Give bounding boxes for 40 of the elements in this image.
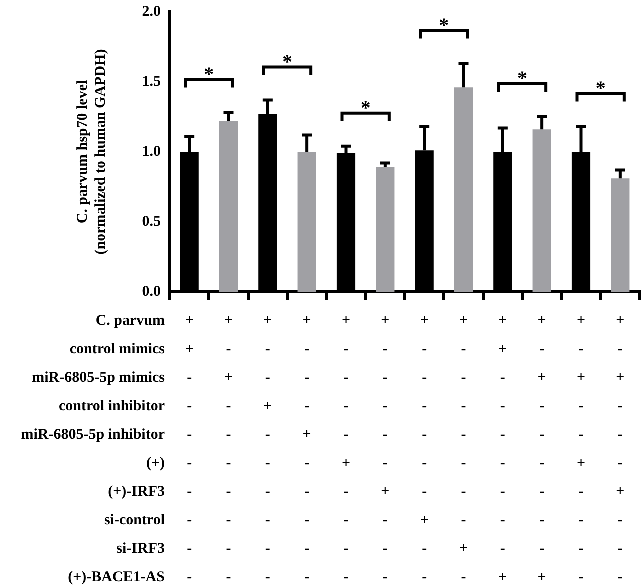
- annotation: *: [204, 64, 214, 86]
- y-tick-label: 2.0: [142, 4, 161, 20]
- annotation: *: [439, 14, 450, 37]
- annotation: *: [518, 68, 528, 90]
- text: (+)-BACE1-AS: [68, 569, 165, 586]
- bar: [532, 130, 552, 292]
- category-label: + + - - - - - - - -: [185, 312, 194, 586]
- category-label: + - - - - - - + - -: [420, 312, 429, 586]
- text: control inhibitor: [59, 398, 166, 414]
- y-axis-title: C. parvum hsp70 level (normalized to human GAPDH): [74, 49, 109, 255]
- bar: [219, 121, 238, 292]
- text: C. parvum: [96, 312, 166, 329]
- category-label: + - + - - - + - - -: [616, 312, 625, 586]
- text: si-IRF3: [116, 540, 165, 557]
- category-label: + - + - - - - - - -: [224, 312, 234, 586]
- category-label: + - - - - - + - - -: [381, 312, 390, 586]
- y-tick-label: 1.0: [142, 144, 161, 160]
- annotation: *: [596, 78, 606, 100]
- bar: [454, 88, 474, 292]
- annotation: *: [360, 98, 371, 120]
- category-label: + - - - - + - - - -: [342, 312, 351, 586]
- text: (+)-IRF3: [108, 484, 165, 500]
- category-label: + - - - + - - - - -: [302, 312, 312, 586]
- bar: [376, 167, 395, 292]
- category-label: + - + - - - - - - +: [538, 312, 546, 586]
- y-tick-label: 0.0: [142, 284, 161, 300]
- bar: [611, 178, 630, 292]
- category-label: + - + - - + - - - -: [576, 312, 586, 586]
- text: miR-6805-5p mimics: [32, 370, 166, 386]
- category-label: + - - - - - - - + -: [459, 312, 468, 586]
- y-tick-label: 1.5: [142, 74, 161, 90]
- text: control mimics: [70, 341, 166, 358]
- annotation: *: [282, 51, 292, 74]
- text: (+): [146, 455, 165, 472]
- bar: [298, 152, 316, 292]
- category-label: + + - - - - - - - +: [498, 312, 508, 586]
- y-tick-label: 0.5: [142, 214, 161, 230]
- category-label: + - - + - - - - - -: [264, 312, 272, 586]
- text: si-control: [104, 512, 165, 528]
- text: miR-6805-5p inhibitor: [21, 426, 166, 443]
